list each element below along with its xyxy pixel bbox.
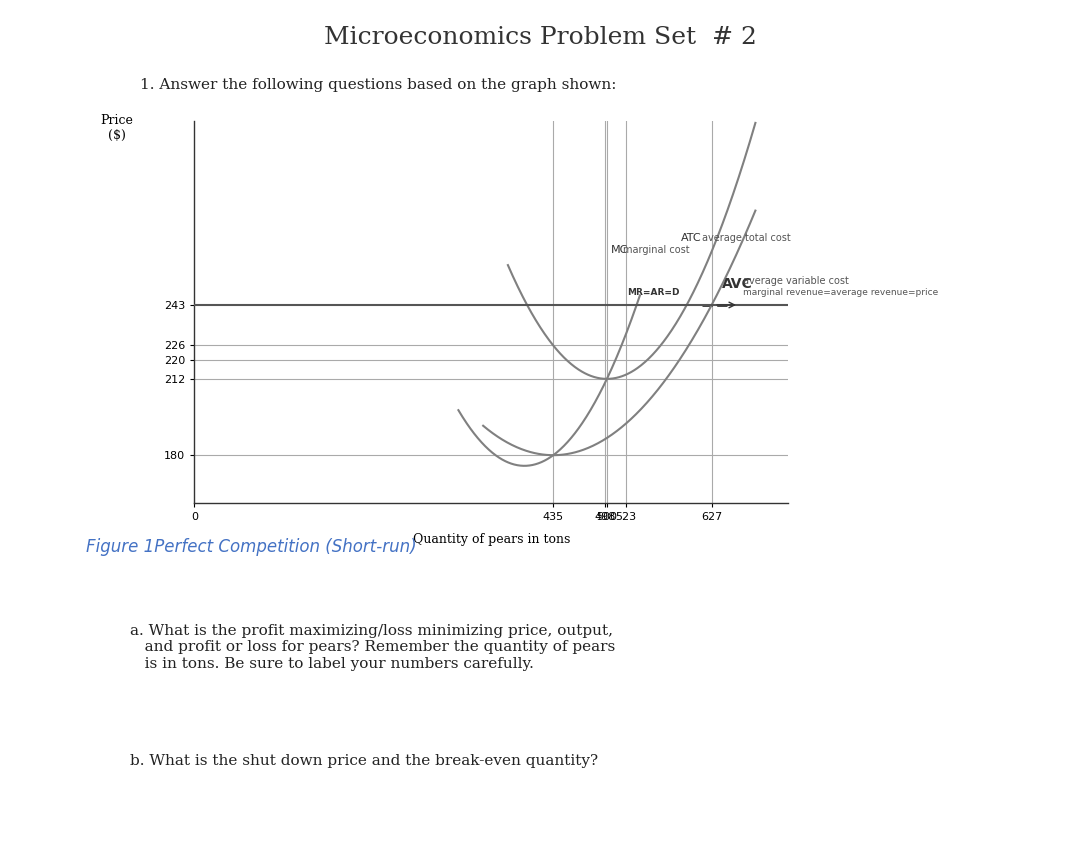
Text: average variable cost: average variable cost	[743, 276, 849, 285]
Text: b. What is the shut down price and the break-even quantity?: b. What is the shut down price and the b…	[130, 754, 597, 768]
Text: marginal cost: marginal cost	[623, 244, 690, 255]
Text: 1. Answer the following questions based on the graph shown:: 1. Answer the following questions based …	[140, 78, 617, 92]
Text: ATC: ATC	[681, 232, 702, 243]
Text: MC: MC	[611, 244, 629, 255]
Text: MR=AR=D: MR=AR=D	[627, 289, 680, 297]
Text: marginal revenue=average revenue=price: marginal revenue=average revenue=price	[743, 289, 939, 297]
Text: AVC: AVC	[723, 277, 753, 291]
Text: Figure 1Perfect Competition (Short-run): Figure 1Perfect Competition (Short-run)	[86, 538, 417, 556]
Text: a. What is the profit maximizing/loss minimizing price, output,
   and profit or: a. What is the profit maximizing/loss mi…	[130, 624, 615, 671]
Text: Microeconomics Problem Set  # 2: Microeconomics Problem Set # 2	[324, 26, 756, 49]
Y-axis label: Price
($): Price ($)	[100, 114, 134, 141]
Text: average total cost: average total cost	[702, 232, 791, 243]
X-axis label: Quantity of pears in tons: Quantity of pears in tons	[413, 533, 570, 546]
